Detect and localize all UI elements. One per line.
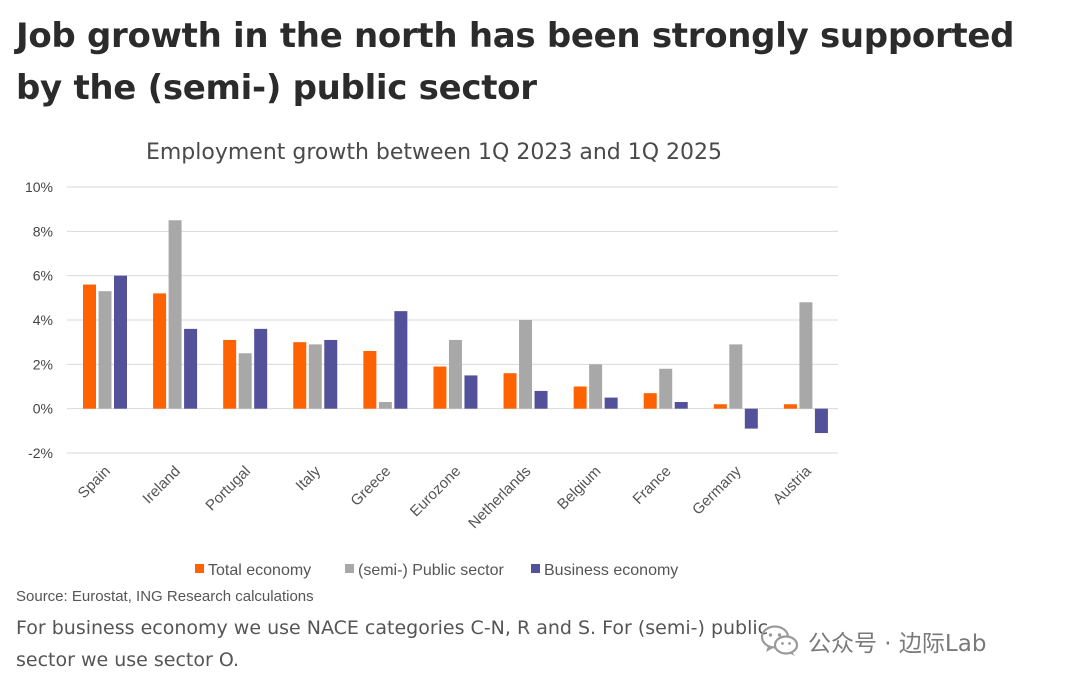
bar bbox=[378, 402, 392, 409]
x-category-label: Greece bbox=[347, 463, 394, 510]
x-category-label: Eurozone bbox=[407, 463, 464, 520]
bar bbox=[799, 302, 813, 409]
bar bbox=[98, 291, 112, 409]
legend-label: Total economy bbox=[208, 562, 311, 579]
legend-swatch bbox=[345, 564, 354, 573]
bar bbox=[433, 366, 447, 409]
watermark-text: 公众号 · 边际Lab bbox=[808, 631, 987, 657]
x-category-label: Germany bbox=[689, 462, 745, 518]
bar bbox=[604, 397, 618, 409]
legend-label: Business economy bbox=[544, 562, 678, 579]
bar bbox=[464, 375, 478, 409]
y-tick-label: -2% bbox=[28, 445, 53, 461]
bar bbox=[674, 402, 688, 409]
y-tick-label: 2% bbox=[33, 356, 53, 372]
bar bbox=[223, 339, 237, 409]
bar bbox=[814, 408, 828, 434]
bar bbox=[729, 344, 743, 409]
wechat-icon bbox=[760, 625, 799, 656]
y-tick-label: 10% bbox=[25, 179, 53, 195]
bar bbox=[363, 351, 377, 409]
x-category-label: France bbox=[630, 463, 675, 508]
y-tick-label: 6% bbox=[33, 268, 53, 284]
bar bbox=[254, 328, 268, 409]
bar bbox=[573, 386, 587, 409]
gridlines bbox=[67, 186, 838, 454]
x-category-label: Belgium bbox=[554, 463, 604, 513]
x-category-label: Netherlands bbox=[465, 463, 534, 532]
bar bbox=[83, 284, 96, 409]
legend: Total economy (semi-) Public sector Busine… bbox=[195, 562, 678, 579]
headline: Job growth in the north has been strongl… bbox=[16, 16, 1015, 108]
bar bbox=[324, 339, 338, 409]
bar bbox=[448, 339, 462, 409]
bar bbox=[519, 320, 533, 409]
bar bbox=[308, 344, 322, 409]
bar bbox=[534, 390, 548, 409]
x-category-label: Spain bbox=[75, 463, 114, 502]
legend-swatch bbox=[531, 564, 540, 573]
x-category-label: Ireland bbox=[139, 463, 183, 507]
bar bbox=[293, 342, 307, 409]
x-category-label: Italy bbox=[293, 462, 325, 494]
x-category-label: Portugal bbox=[202, 463, 254, 515]
y-tick-label: 4% bbox=[33, 312, 53, 328]
bar bbox=[659, 368, 673, 409]
bar bbox=[114, 275, 127, 409]
employment-growth-chart: Employment growth between 1Q 2023 and 1Q… bbox=[25, 140, 838, 579]
source-note: Source: Eurostat, ING Research calculati… bbox=[16, 588, 314, 605]
x-axis-categories: Spain Ireland Portugal Italy Greece Eurozone N… bbox=[75, 462, 816, 532]
legend-swatch bbox=[195, 564, 204, 573]
y-tick-label: 8% bbox=[33, 223, 53, 239]
bar bbox=[783, 404, 797, 409]
bar bbox=[153, 293, 167, 409]
bar bbox=[643, 393, 657, 409]
methodology-note: For business economy we use NACE categor… bbox=[16, 617, 769, 671]
bar bbox=[589, 364, 603, 409]
bar bbox=[168, 220, 182, 409]
chart-title: Employment growth between 1Q 2023 and 1Q… bbox=[146, 140, 722, 165]
bar bbox=[184, 328, 198, 409]
bars bbox=[83, 220, 828, 434]
bar bbox=[238, 353, 252, 409]
bar bbox=[713, 404, 727, 409]
bar bbox=[394, 311, 408, 409]
y-axis-ticks: 10% 8% 6% 4% 2% 0% -2% bbox=[25, 179, 53, 461]
y-tick-label: 0% bbox=[33, 401, 53, 417]
legend-label: (semi-) Public sector bbox=[358, 562, 504, 579]
watermark: 公众号 · 边际Lab bbox=[760, 624, 986, 658]
bar bbox=[503, 373, 517, 409]
bar bbox=[744, 408, 758, 429]
x-category-label: Austria bbox=[770, 462, 815, 507]
